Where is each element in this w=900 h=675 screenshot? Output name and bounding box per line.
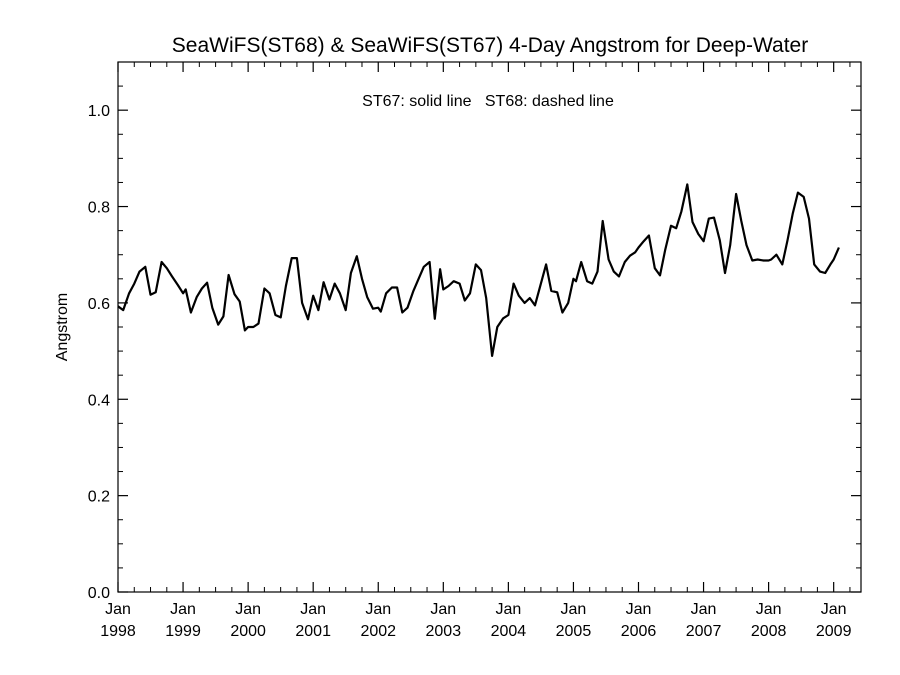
x-tick-month: Jan — [691, 601, 717, 618]
x-axis: Jan 1998 Jan 1999 Jan 2000 Jan 2001 Jan 2002 Jan 20… — [100, 62, 852, 640]
y-tick-label: 0.2 — [88, 489, 110, 506]
x-tick-year: 2002 — [360, 623, 396, 640]
x-tick-year: 2008 — [751, 623, 787, 640]
y-tick-label: 0.8 — [88, 200, 110, 217]
x-tick-year: 2009 — [816, 623, 852, 640]
x-tick-month: Jan — [430, 601, 456, 618]
series-line-st67 — [117, 183, 840, 357]
chart-title: SeaWiFS(ST68) & SeaWiFS(ST67) 4-Day Angs… — [172, 34, 808, 57]
x-tick-month: Jan — [495, 601, 521, 618]
x-tick-month: Jan — [170, 601, 196, 618]
x-tick-month: Jan — [235, 601, 261, 618]
x-tick-month: Jan — [365, 601, 391, 618]
x-tick-month: Jan — [626, 601, 652, 618]
x-tick-year: 2001 — [295, 623, 331, 640]
x-tick-month: Jan — [756, 601, 782, 618]
y-axis-label: Angstrom — [54, 293, 71, 361]
y-tick-label: 0.0 — [88, 585, 110, 602]
y-tick-label: 0.6 — [88, 296, 110, 313]
x-tick-year: 2005 — [556, 623, 592, 640]
x-tick-year: 2006 — [621, 623, 657, 640]
series-layer — [117, 183, 840, 357]
line-style-annotation: ST67: solid line ST68: dashed line — [362, 93, 614, 110]
x-tick-year: 1999 — [165, 623, 201, 640]
y-tick-label: 1.0 — [88, 103, 110, 120]
x-tick-month: Jan — [821, 601, 847, 618]
x-tick-month: Jan — [561, 601, 587, 618]
x-tick-year: 2000 — [230, 623, 266, 640]
y-tick-label: 0.4 — [88, 392, 110, 409]
x-tick-year: 1998 — [100, 623, 136, 640]
y-axis: 0.0 0.2 0.4 0.6 0.8 1.0 — [88, 85, 861, 602]
x-tick-month: Jan — [105, 601, 131, 618]
x-tick-year: 2003 — [426, 623, 462, 640]
x-tick-year: 2007 — [686, 623, 722, 640]
x-tick-month: Jan — [300, 601, 326, 618]
x-tick-year: 2004 — [491, 623, 527, 640]
